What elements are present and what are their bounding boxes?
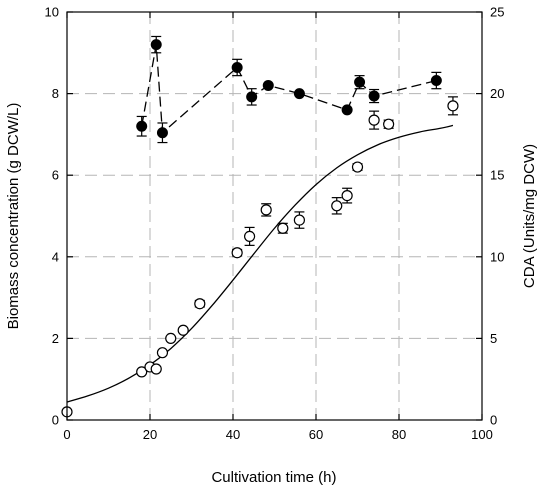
y-tick-label: 2 [52, 331, 59, 346]
data-point-open [244, 230, 256, 242]
x-tick-label: 80 [392, 427, 406, 442]
x-tick-label: 40 [226, 427, 240, 442]
y-tick-label: 10 [45, 5, 59, 20]
y-tick-label: 6 [52, 168, 59, 183]
data-point-open [150, 363, 162, 375]
data-point-open [351, 161, 364, 173]
data-point-open [194, 298, 206, 310]
data-point-open [341, 190, 353, 202]
data-point-open [156, 347, 169, 359]
data-point-filled [293, 88, 305, 100]
y2-tick-label: 15 [490, 168, 504, 183]
data-point-filled [246, 91, 258, 103]
y2-tick-label: 20 [490, 86, 504, 101]
data-point-filled [150, 39, 162, 51]
x-tick-label: 0 [63, 427, 70, 442]
y-tick-label: 4 [52, 249, 59, 264]
data-point-filled [354, 76, 366, 88]
data-point-open [447, 100, 459, 112]
data-point-open [231, 247, 243, 259]
y-tick-label: 8 [52, 86, 59, 101]
data-point-open [260, 204, 272, 216]
data-point-open [136, 366, 148, 378]
y2-axis-title: CDA (Units/mg DCW) [521, 144, 538, 288]
data-point-open [165, 332, 177, 344]
data-point-filled [156, 127, 168, 139]
x-tick-label: 20 [143, 427, 157, 442]
data-point-layer [61, 35, 459, 418]
fit-curve-layer [66, 124, 454, 403]
y2-tick-label: 25 [490, 5, 504, 20]
x-tick-label: 60 [309, 427, 323, 442]
y-axis-title: Biomass concentration (g DCW/L) [5, 103, 22, 330]
data-point-filled [368, 90, 380, 102]
data-point-open [368, 114, 380, 126]
grid-lines [67, 12, 482, 420]
data-point-open [293, 214, 305, 226]
data-point-filled [341, 104, 353, 116]
x-axis-title: Cultivation time (h) [211, 469, 336, 486]
data-point-filled [231, 61, 243, 73]
y2-tick-label: 10 [490, 249, 504, 264]
data-point-open [177, 324, 189, 336]
data-point-filled [136, 120, 148, 132]
data-point-open [277, 222, 289, 234]
data-point-filled [262, 79, 274, 91]
data-point-open [331, 200, 343, 212]
data-point-open [383, 118, 395, 130]
y-tick-label: 0 [52, 413, 59, 428]
plot-frame [66, 11, 483, 421]
data-point-filled [430, 75, 442, 87]
y2-tick-label: 5 [490, 331, 497, 346]
fit-curve [66, 124, 454, 403]
y2-tick-label: 0 [490, 413, 497, 428]
x-tick-label: 100 [471, 427, 493, 442]
